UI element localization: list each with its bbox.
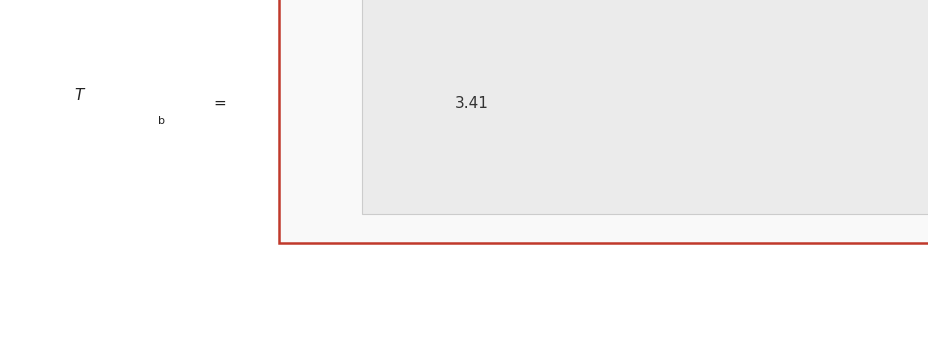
Text: T: T	[74, 88, 84, 104]
FancyBboxPatch shape	[362, 0, 928, 214]
Text: =: =	[213, 96, 226, 111]
Text: 3.41: 3.41	[455, 96, 488, 111]
FancyBboxPatch shape	[278, 0, 928, 243]
Text: b: b	[158, 116, 165, 126]
